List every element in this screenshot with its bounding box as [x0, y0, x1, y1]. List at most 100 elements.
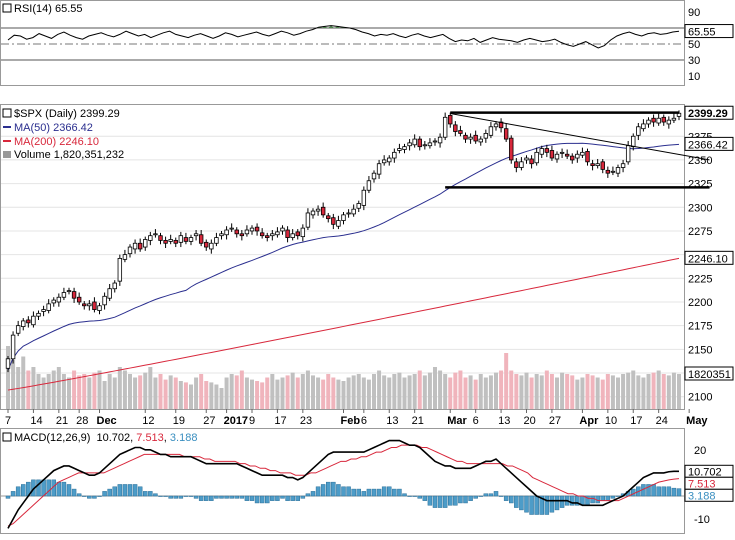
volume-bar: [560, 372, 565, 409]
volume-bar: [224, 377, 229, 409]
volume-bar: [173, 377, 178, 409]
volume-bar: [87, 377, 92, 409]
candle-body: [412, 138, 417, 146]
volume-bar: [31, 367, 36, 409]
price-layer: 2375235023252300227522502225220021752150…: [1, 105, 734, 409]
x-tick-label: 27: [203, 415, 215, 427]
macd-histogram-bar: [427, 495, 433, 506]
ma50-legend: MA(50) 2366.42: [14, 122, 93, 134]
macd-signal-legend: 7.513: [136, 432, 164, 444]
candle-body: [259, 232, 265, 237]
price-tick-label: 2150: [688, 344, 712, 356]
rsi-panel-frame: [0, 0, 685, 86]
volume-bar: [67, 377, 71, 409]
volume-bar: [458, 370, 463, 409]
x-tick-label: 24: [656, 415, 668, 427]
candle-body: [341, 214, 346, 221]
macd-histogram-bar: [290, 495, 295, 501]
candle-body: [305, 212, 311, 228]
volume-bar: [671, 372, 676, 409]
x-tick-label: 21: [412, 415, 424, 427]
macd-histogram-bar: [341, 486, 346, 497]
macd-header: MACD(12,26,9) 10.702, 7.513, 3.188: [2, 432, 197, 444]
macd-histogram-bar: [310, 491, 316, 497]
x-tick-label: 17: [274, 415, 286, 427]
candle-body: [376, 163, 382, 175]
macd-histogram-bar: [387, 486, 392, 497]
macd-histogram-bar: [544, 495, 550, 515]
volume-bar: [82, 374, 87, 409]
volume-bar: [194, 377, 199, 409]
volume-bar: [351, 375, 356, 409]
macd-histogram-bar: [158, 495, 163, 497]
volume-bar: [605, 374, 610, 409]
candle-body: [549, 150, 555, 159]
macd-histogram-bar: [412, 495, 417, 497]
volume-bar: [285, 375, 290, 409]
candle-body: [15, 325, 21, 334]
macd-chevron-icon: [2, 432, 12, 442]
volume-bar: [117, 367, 122, 409]
macd-histogram-bar: [605, 495, 611, 501]
candle-body: [137, 242, 143, 250]
volume-bar: [519, 375, 524, 409]
candle-body: [402, 146, 407, 150]
macd-histogram-bar: [326, 481, 331, 497]
candle-body: [600, 161, 605, 170]
macd-histogram-bar: [315, 486, 321, 497]
macd-histogram-bar: [488, 493, 494, 497]
candle-body: [315, 208, 321, 212]
price-tick-label: 2200: [688, 297, 712, 309]
candle-body: [244, 229, 250, 235]
candle-body: [631, 135, 636, 148]
macd-histogram-bar: [66, 484, 72, 497]
ma200-legend: MA(200) 2246.10: [14, 136, 99, 148]
x-tick-label: Feb: [341, 415, 361, 427]
volume-bar: [565, 374, 570, 409]
macd-histogram-bar: [178, 495, 184, 499]
volume-bar: [412, 374, 417, 409]
volume-bar: [570, 375, 575, 409]
volume-bar: [280, 377, 285, 409]
macd-histogram-bar: [610, 495, 616, 499]
macd-histogram-bar: [300, 495, 306, 499]
candle-body: [290, 233, 295, 238]
volume-bar: [204, 381, 209, 409]
x-tick-label: 28: [76, 415, 88, 427]
volume-bar: [677, 374, 681, 409]
candle-body: [107, 288, 112, 299]
candle-body: [625, 145, 631, 163]
candle-body: [483, 133, 489, 139]
candle-body: [76, 296, 82, 303]
macd-histogram-bar: [509, 495, 514, 504]
volume-bar: [387, 377, 392, 409]
macd-histogram-bar: [102, 491, 107, 497]
macd-histogram-bar: [417, 495, 422, 499]
last-price-label: 2399.29: [688, 108, 728, 120]
volume-bar: [382, 375, 387, 409]
price-chevron-icon: [2, 108, 12, 118]
volume-bar: [651, 372, 656, 409]
x-tick-label: Apr: [579, 415, 599, 427]
candle-body: [610, 170, 616, 173]
volume-bar: [321, 379, 326, 409]
macd-histogram-bar: [82, 495, 87, 497]
macd-histogram-bar: [320, 484, 326, 497]
macd-histogram-bar: [193, 495, 199, 499]
rsi-tick-label: 10: [688, 71, 700, 83]
candle-body: [320, 206, 326, 216]
macd-histogram-bar: [366, 488, 372, 497]
candle-body: [671, 117, 677, 121]
macd-histogram-bar: [204, 495, 209, 501]
volume-bar: [590, 375, 595, 409]
volume-bar: [290, 372, 295, 409]
volume-bar: [61, 374, 66, 409]
histogram-value-label: 3.188: [688, 490, 716, 502]
macd-histogram-bar: [615, 495, 621, 497]
candle-body: [229, 227, 234, 230]
volume-bar: [26, 370, 31, 409]
candle-body: [97, 305, 102, 311]
price-tick-label: 2350: [688, 155, 712, 167]
macd-histogram-bar: [285, 495, 290, 501]
candle-body: [442, 116, 448, 138]
